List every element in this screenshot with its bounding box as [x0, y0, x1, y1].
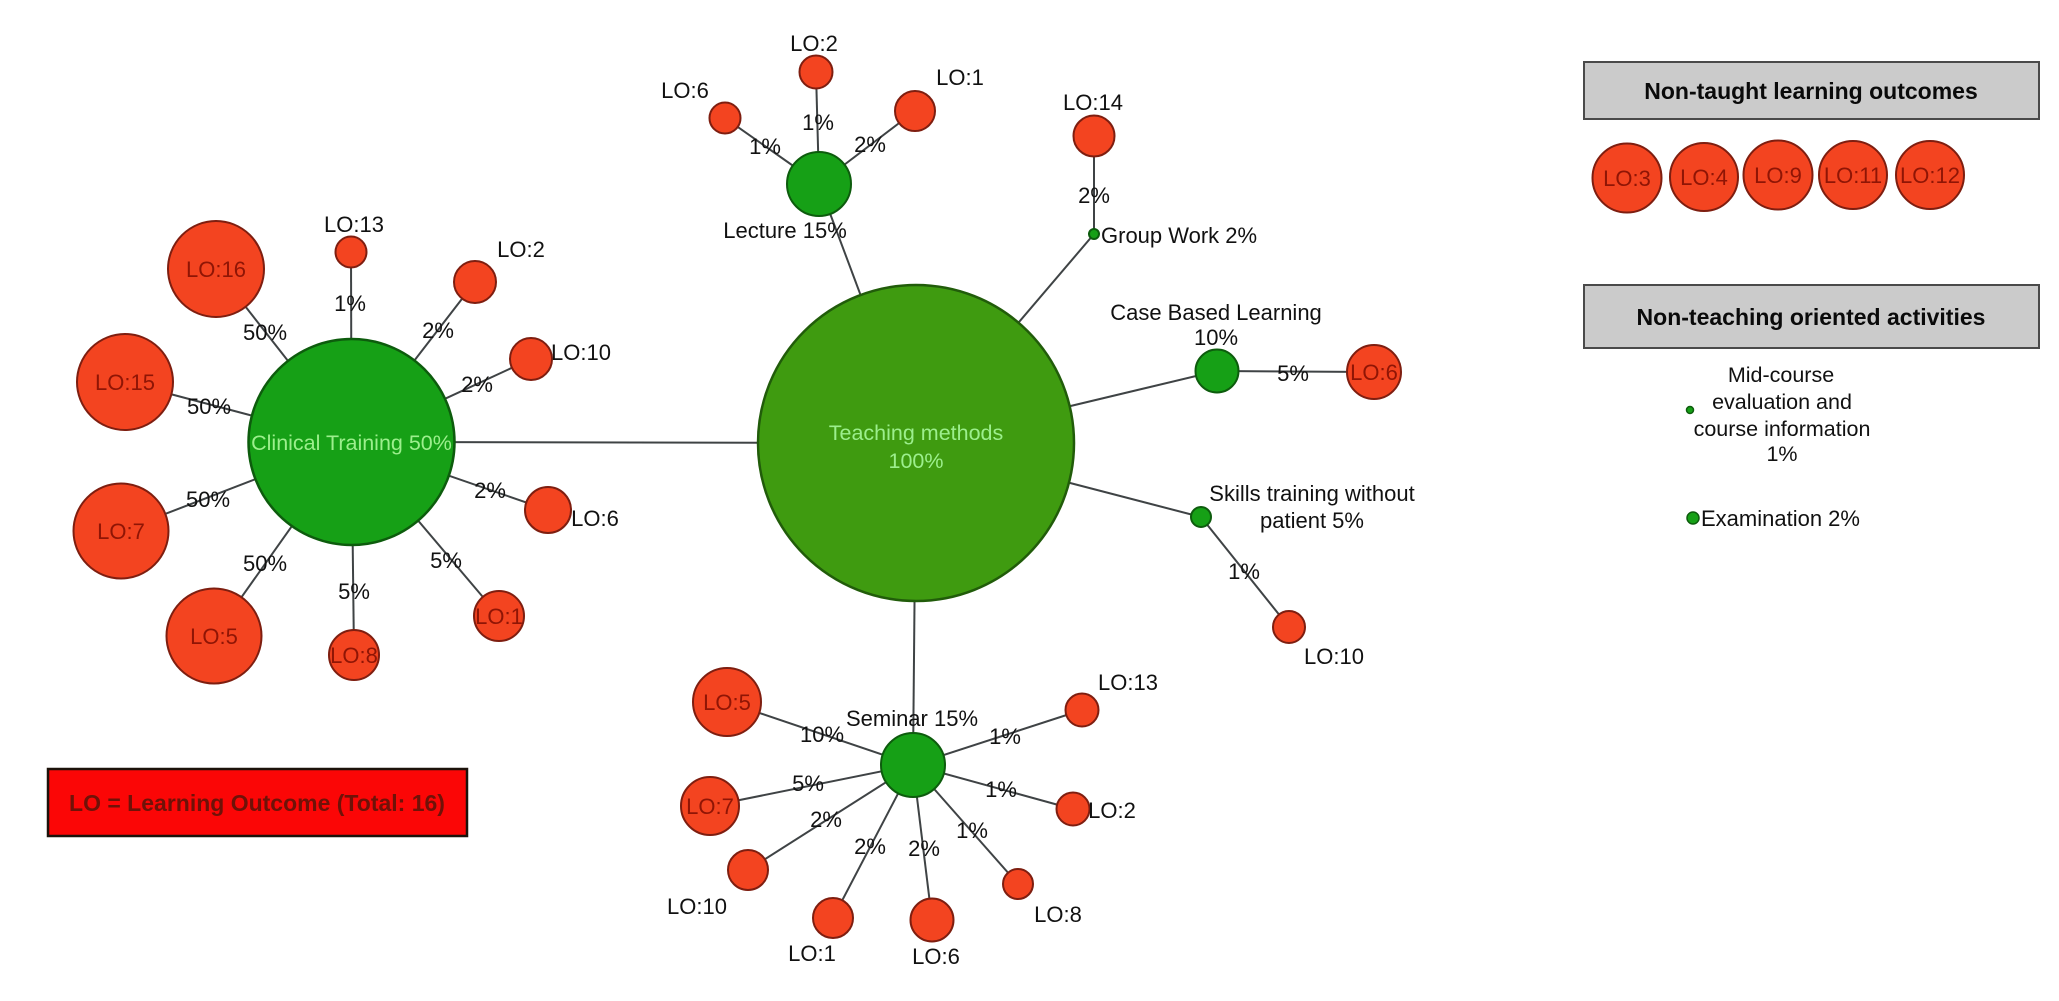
- svg-text:2%: 2%: [474, 478, 506, 503]
- svg-text:1%: 1%: [334, 291, 366, 316]
- svg-text:LO:6: LO:6: [1350, 360, 1398, 385]
- svg-text:100%: 100%: [889, 449, 944, 473]
- svg-text:2%: 2%: [461, 372, 493, 397]
- svg-text:evaluation and: evaluation and: [1712, 390, 1852, 414]
- svg-text:LO:1: LO:1: [788, 941, 836, 966]
- svg-text:course information: course information: [1694, 417, 1871, 441]
- svg-text:Teaching methods: Teaching methods: [829, 421, 1004, 445]
- svg-text:LO:6: LO:6: [912, 944, 960, 969]
- svg-text:LO:5: LO:5: [190, 624, 238, 649]
- svg-text:2%: 2%: [810, 807, 842, 832]
- svg-text:LO:13: LO:13: [1098, 670, 1158, 695]
- svg-text:LO:14: LO:14: [1063, 90, 1123, 115]
- svg-text:1%: 1%: [1228, 559, 1260, 584]
- svg-text:1%: 1%: [985, 777, 1017, 802]
- svg-text:LO:9: LO:9: [1754, 163, 1802, 188]
- svg-text:50%: 50%: [243, 551, 287, 576]
- svg-text:50%: 50%: [186, 487, 230, 512]
- svg-text:LO:13: LO:13: [324, 212, 384, 237]
- svg-text:50%: 50%: [243, 320, 287, 345]
- svg-text:LO:12: LO:12: [1900, 163, 1960, 188]
- svg-text:LO:6: LO:6: [661, 78, 709, 103]
- svg-text:LO:2: LO:2: [1088, 798, 1136, 823]
- svg-text:LO:7: LO:7: [97, 519, 145, 544]
- svg-text:Examination 2%: Examination 2%: [1701, 506, 1860, 531]
- svg-text:LO:2: LO:2: [790, 31, 838, 56]
- svg-text:10%: 10%: [1194, 325, 1238, 350]
- svg-text:2%: 2%: [854, 132, 886, 157]
- svg-text:1%: 1%: [749, 134, 781, 159]
- svg-text:Seminar 15%: Seminar 15%: [846, 706, 978, 731]
- svg-text:LO:2: LO:2: [497, 237, 545, 262]
- svg-text:LO:11: LO:11: [1824, 163, 1882, 188]
- svg-text:Case Based Learning: Case Based Learning: [1110, 300, 1322, 325]
- svg-text:LO:8: LO:8: [330, 643, 378, 668]
- svg-text:2%: 2%: [854, 834, 886, 859]
- svg-text:LO:1: LO:1: [936, 65, 984, 90]
- svg-text:5%: 5%: [1277, 361, 1309, 386]
- svg-text:Group Work 2%: Group Work 2%: [1101, 223, 1257, 248]
- svg-text:Mid-course: Mid-course: [1728, 363, 1834, 387]
- svg-text:2%: 2%: [422, 318, 454, 343]
- svg-text:patient 5%: patient 5%: [1260, 508, 1364, 533]
- svg-text:Non-taught learning outcomes: Non-taught learning outcomes: [1644, 78, 1978, 104]
- svg-text:5%: 5%: [430, 548, 462, 573]
- svg-text:LO:5: LO:5: [703, 690, 751, 715]
- svg-text:LO:6: LO:6: [571, 506, 619, 531]
- svg-text:LO:16: LO:16: [186, 257, 246, 282]
- svg-text:LO:15: LO:15: [95, 370, 155, 395]
- svg-text:1%: 1%: [1766, 442, 1797, 466]
- svg-text:LO:10: LO:10: [667, 894, 727, 919]
- svg-text:1%: 1%: [956, 818, 988, 843]
- svg-text:1%: 1%: [989, 724, 1021, 749]
- svg-text:LO:4: LO:4: [1680, 165, 1728, 190]
- svg-text:1%: 1%: [802, 110, 834, 135]
- svg-text:LO:10: LO:10: [1304, 644, 1364, 669]
- svg-text:LO = Learning Outcome (Total:: LO = Learning Outcome (Total: 16): [69, 790, 445, 816]
- svg-text:Non-teaching oriented activiti: Non-teaching oriented activities: [1637, 304, 1986, 330]
- svg-text:Lecture 15%: Lecture 15%: [723, 218, 847, 243]
- svg-text:50%: 50%: [187, 394, 231, 419]
- svg-text:LO:3: LO:3: [1603, 166, 1651, 191]
- svg-text:5%: 5%: [792, 771, 824, 796]
- svg-text:LO:8: LO:8: [1034, 902, 1082, 927]
- svg-text:2%: 2%: [1078, 183, 1110, 208]
- svg-text:2%: 2%: [908, 836, 940, 861]
- svg-text:10%: 10%: [800, 722, 844, 747]
- svg-text:Skills training without: Skills training without: [1209, 481, 1414, 506]
- svg-text:LO:1: LO:1: [475, 604, 523, 629]
- svg-text:LO:10: LO:10: [551, 340, 611, 365]
- svg-text:5%: 5%: [338, 579, 370, 604]
- svg-text:LO:7: LO:7: [686, 794, 734, 819]
- svg-text:Clinical Training 50%: Clinical Training 50%: [251, 431, 452, 455]
